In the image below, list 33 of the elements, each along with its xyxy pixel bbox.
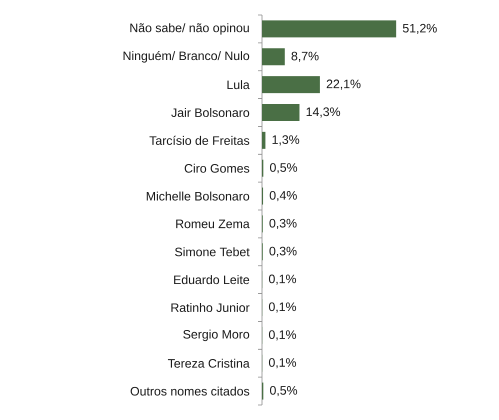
data-label: 0,1% — [268, 274, 296, 285]
bar — [262, 104, 300, 121]
y-tick-label: Tereza Cristina — [168, 358, 250, 368]
y-tick-label: Jair Bolsonaro — [171, 108, 250, 118]
y-tick-label: Ciro Gomes — [184, 164, 250, 173]
y-tick-label: Lula — [227, 80, 250, 90]
bar — [262, 76, 320, 94]
data-label: 0,1% — [268, 358, 296, 368]
y-tick-label: Romeu Zema — [176, 220, 250, 228]
y-tick-label: Ratinho Junior — [171, 302, 250, 312]
data-label: 0,4% — [270, 190, 297, 202]
y-tick-label: Simone Tebet — [175, 247, 250, 256]
data-label: 1,3% — [272, 135, 300, 146]
bar — [262, 20, 396, 38]
data-label: 0,5% — [270, 386, 298, 396]
data-label: 0,3% — [269, 246, 297, 257]
data-label: 0,1% — [268, 330, 296, 340]
data-label: 51,2% — [402, 24, 437, 34]
data-label: 0,1% — [268, 302, 296, 313]
data-label: 8,7% — [292, 52, 319, 62]
y-tick-label: Eduardo Leite — [174, 275, 250, 284]
y-tick-label: Não sabe/ não opinou — [130, 23, 249, 35]
data-label: 22,1% — [326, 80, 361, 90]
data-label: 14,3% — [306, 107, 340, 118]
y-tick-label: Tarcísio de Freitas — [150, 136, 250, 145]
data-label: 0,5% — [270, 163, 298, 174]
bar — [262, 132, 266, 149]
y-tick-label: Ninguém/ Branco/ Nulo — [124, 50, 250, 63]
y-tick-label: Michelle Bolsonaro — [146, 192, 250, 201]
y-tick-label: Outros nomes citados — [130, 386, 250, 396]
bar — [262, 48, 285, 66]
data-label: 0,3% — [269, 218, 297, 230]
y-tick-label: Sergio Moro — [183, 330, 250, 342]
